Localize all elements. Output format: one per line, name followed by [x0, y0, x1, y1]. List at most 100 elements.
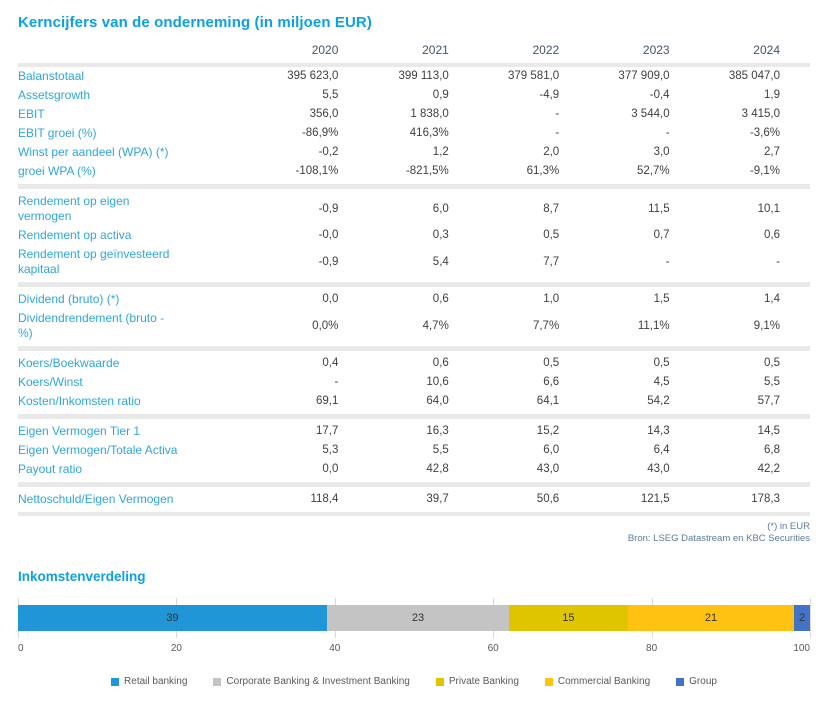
- table-row: Winst per aandeel (WPA) (*) -0,2 1,2 2,0 3,0…: [18, 143, 810, 162]
- gridline: [810, 598, 811, 638]
- legend-label: Private Banking: [448, 676, 519, 687]
- row-value: 379 581,0: [508, 70, 560, 82]
- row-value: -821,5%: [405, 165, 449, 177]
- x-tick-label: 60: [487, 643, 499, 654]
- row-value: 0,4: [322, 357, 339, 369]
- row-label: Nettoschuld/Eigen Vermogen: [18, 492, 174, 506]
- row-value: 43,0: [536, 463, 560, 475]
- row-value: 118,4: [310, 493, 339, 505]
- bar-segment: 2: [794, 605, 810, 631]
- table-row: EBIT groei (%) -86,9% 416,3% - - -3,6%: [18, 124, 810, 143]
- legend-label: Corporate Banking & Investment Banking: [226, 676, 410, 687]
- row-label: Winst per aandeel (WPA) (*): [18, 145, 169, 159]
- year-header: 2022: [532, 43, 560, 57]
- legend-swatch-icon: [435, 677, 444, 686]
- row-value: 5,5: [764, 376, 780, 388]
- table-row: Assetsgrowth 5,5 0,9 -4,9 -0,4 1,9: [18, 86, 810, 105]
- bar-segment: 23: [326, 605, 510, 631]
- legend-item: Retail banking: [111, 676, 187, 687]
- row-value: -0,9: [318, 255, 339, 268]
- row-value: 64,0: [426, 395, 449, 407]
- legend-label: Group: [689, 676, 717, 687]
- legend-label: Retail banking: [124, 676, 188, 687]
- table-row: EBIT 356,0 1 838,0 - 3 544,0 3 415,0: [18, 105, 810, 124]
- table-row: Rendement op activa -0,0 0,3 0,5 0,7 0,6: [18, 226, 810, 245]
- bar-segment: 15: [509, 605, 628, 631]
- row-label: Koers/Boekwaarde: [18, 356, 120, 370]
- row-value: -9,1%: [749, 165, 780, 177]
- table-row: groei WPA (%) -108,1% -821,5% 61,3% 52,7% -9,…: [18, 162, 810, 181]
- table-row: Rendement op geïnvesteerd kapitaal -0,9 5,…: [18, 245, 810, 279]
- x-tick-label: 100: [793, 643, 810, 654]
- row-value: 2,0: [543, 146, 560, 158]
- row-value: 0,5: [764, 357, 780, 369]
- row-value: 5,3: [322, 444, 339, 456]
- row-label: Rendement op geïnvesteerd kapitaal: [18, 247, 170, 276]
- bar-segment: 39: [18, 605, 327, 631]
- row-value: 42,8: [426, 463, 449, 475]
- year-header: 2020: [311, 43, 339, 57]
- row-value: 3 544,0: [631, 108, 670, 120]
- row-value: 1,9: [764, 89, 780, 101]
- row-value: 2,7: [764, 146, 780, 158]
- row-value: 61,3%: [526, 165, 560, 177]
- table-row: Nettoschuld/Eigen Vermogen 118,4 39,7 50,6 1…: [18, 490, 810, 509]
- row-value: -4,9: [539, 89, 560, 101]
- row-label: Koers/Winst: [18, 375, 83, 389]
- report-page: Kerncijfers van de onderneming (in miljo…: [18, 14, 811, 687]
- row-value: 1,5: [653, 293, 670, 305]
- legend-swatch-icon: [111, 677, 120, 686]
- legend-swatch-icon: [213, 677, 222, 686]
- legend-item: Group: [676, 676, 717, 687]
- row-value: 1,2: [432, 146, 449, 158]
- x-tick-label: 0: [18, 643, 24, 654]
- row-value: 5,5: [432, 444, 449, 456]
- row-label: Eigen Vermogen/Totale Activa: [18, 443, 178, 457]
- row-value: 0,7: [653, 229, 670, 241]
- table-row: Payout ratio 0,0 42,8 43,0 43,0 42,2: [18, 460, 810, 479]
- row-value: 121,5: [640, 493, 670, 505]
- row-value: 64,1: [536, 395, 560, 407]
- row-value: 6,0: [543, 444, 560, 456]
- row-value: 416,3%: [409, 127, 449, 139]
- row-value: 5,5: [322, 89, 339, 101]
- x-axis: 0 20 40 60 80 100: [18, 643, 810, 656]
- row-value: 0,6: [432, 293, 449, 305]
- row-value: 0,0%: [312, 319, 339, 332]
- table-row: Rendement op eigen vermogen -0,9 6,0 8,7 11,…: [18, 192, 810, 226]
- row-value: -0,9: [318, 202, 339, 215]
- row-value: 6,8: [764, 444, 780, 456]
- row-value: 0,5: [543, 357, 560, 369]
- row-value: 14,3: [647, 425, 670, 437]
- row-value: 0,5: [653, 357, 670, 369]
- row-value: 0,9: [432, 89, 449, 101]
- legend-swatch-icon: [544, 677, 553, 686]
- table-row: Koers/Winst - 10,6 6,6 4,5 5,5: [18, 373, 810, 392]
- table-row: Balanstotaal 395 623,0 399 113,0 379 581,0 3…: [18, 67, 810, 86]
- row-value: 15,2: [536, 425, 560, 437]
- row-value: 395 623,0: [287, 70, 339, 82]
- section-separator: [18, 346, 810, 351]
- row-value: 178,3: [751, 493, 780, 505]
- row-value: 7,7%: [532, 319, 560, 332]
- row-value: 52,7%: [636, 165, 670, 177]
- row-value: 0,0: [322, 293, 339, 305]
- table-row: Koers/Boekwaarde 0,4 0,6 0,5 0,5 0,5: [18, 354, 810, 373]
- row-value: 7,7: [543, 255, 560, 268]
- table-row: Eigen Vermogen Tier 1 17,7 16,3 15,2 14,3 14,…: [18, 422, 810, 441]
- chart-title: Inkomstenverdeling: [18, 569, 146, 584]
- row-label: Payout ratio: [18, 462, 83, 476]
- row-label: Assetsgrowth: [18, 88, 91, 102]
- legend-item: Commercial Banking: [544, 676, 651, 687]
- row-value: 0,6: [432, 357, 449, 369]
- row-value: -0,2: [318, 146, 339, 158]
- row-value: -0,0: [318, 229, 339, 241]
- row-value: -86,9%: [301, 127, 339, 139]
- row-value: 6,4: [653, 444, 670, 456]
- section-separator: [18, 414, 810, 419]
- bar-segment: 21: [627, 605, 795, 631]
- x-tick-label: 80: [646, 643, 658, 654]
- row-value: 8,7: [543, 202, 560, 215]
- legend-label: Commercial Banking: [557, 676, 651, 687]
- legend-item: Private Banking: [435, 676, 519, 687]
